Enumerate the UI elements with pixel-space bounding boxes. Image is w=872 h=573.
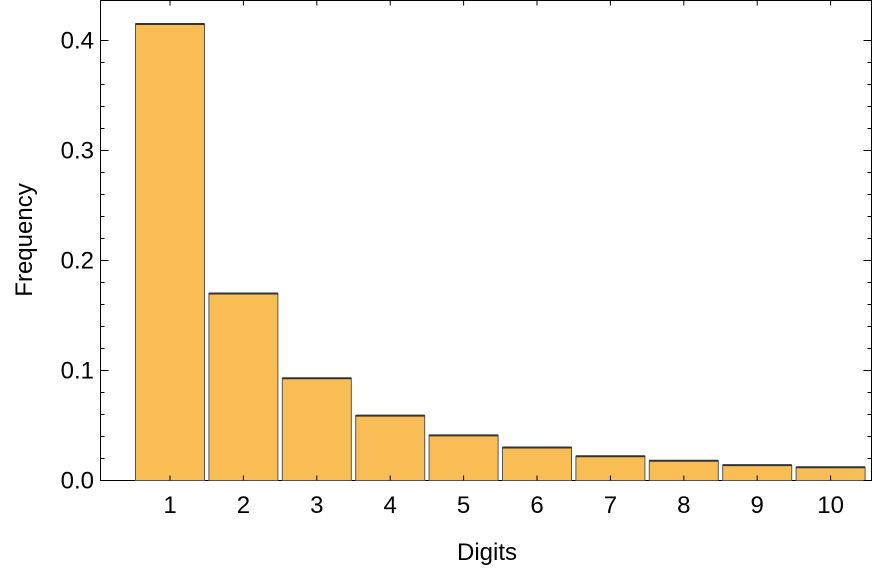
y-tick-label: 0.0	[61, 468, 94, 495]
x-tick-label: 4	[384, 492, 397, 519]
x-tick-label: 2	[237, 492, 250, 519]
bar-2	[209, 294, 278, 481]
bar-5	[429, 435, 498, 480]
x-tick-label: 3	[310, 492, 323, 519]
x-axis-label: Digits	[457, 539, 517, 566]
bars-group	[136, 24, 866, 481]
x-tick-label: 7	[604, 492, 617, 519]
y-tick-label: 0.1	[61, 358, 94, 385]
bar-3	[282, 378, 351, 480]
x-tick-label: 1	[163, 492, 176, 519]
y-tick-label: 0.3	[61, 138, 94, 165]
y-tick-label: 0.4	[61, 28, 94, 55]
x-tick-label: 6	[530, 492, 543, 519]
x-tick-label: 10	[817, 492, 844, 519]
x-tick-label: 9	[751, 492, 764, 519]
y-axis-label: Frequency	[11, 183, 38, 296]
x-tick-label: 5	[457, 492, 470, 519]
bar-1	[136, 24, 205, 481]
y-tick-label: 0.2	[61, 248, 94, 275]
x-tick-label: 8	[677, 492, 690, 519]
bar-4	[356, 416, 425, 481]
